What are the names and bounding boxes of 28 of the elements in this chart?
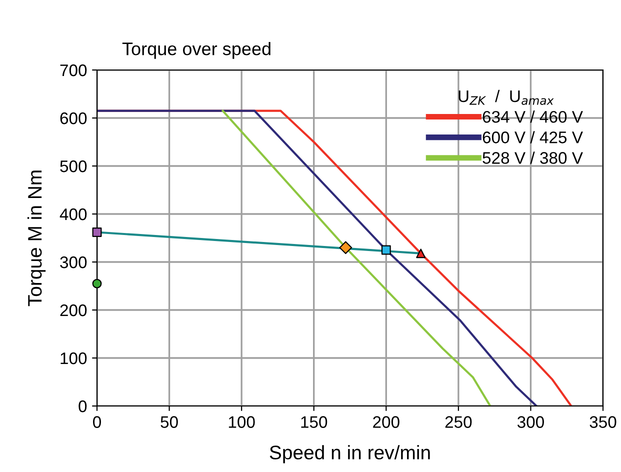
y-tick-label: 500 [60, 160, 87, 172]
y-tick-label: 400 [60, 208, 87, 220]
legend-label: 634 V / 460 V [482, 110, 583, 123]
point [339, 241, 352, 254]
x-axis-title: Speed n in rev/min [270, 445, 430, 464]
point [381, 245, 391, 255]
legend-label: 600 V / 425 V [482, 131, 583, 144]
x-tick-label: 150 [301, 416, 328, 428]
x-tick-label: 250 [445, 416, 472, 428]
legend-title: U$_{ZK}$ / U$_{amax}$ [458, 90, 554, 105]
y-tick-label: 100 [60, 352, 87, 364]
x-tick-label: 200 [373, 416, 400, 428]
y-tick-label: 700 [60, 64, 87, 76]
legend-label: 528 V / 380 V [482, 152, 583, 164]
y-tick-label: 600 [60, 112, 87, 124]
x-tick-label: 300 [517, 416, 544, 428]
chart-title: Torque over speed [122, 42, 270, 59]
point [92, 278, 102, 288]
x-tick-label: 350 [590, 416, 616, 428]
y-tick-label: 300 [60, 256, 87, 268]
x-tick-label: 100 [228, 416, 255, 428]
point [416, 248, 426, 258]
y-axis-title: Torque M in Nm [27, 170, 46, 306]
x-tick-label: 50 [160, 416, 178, 428]
y-tick-label: 0 [78, 400, 87, 412]
y-tick-label: 200 [60, 304, 87, 316]
point [92, 228, 102, 237]
x-tick-label: 0 [93, 416, 101, 428]
